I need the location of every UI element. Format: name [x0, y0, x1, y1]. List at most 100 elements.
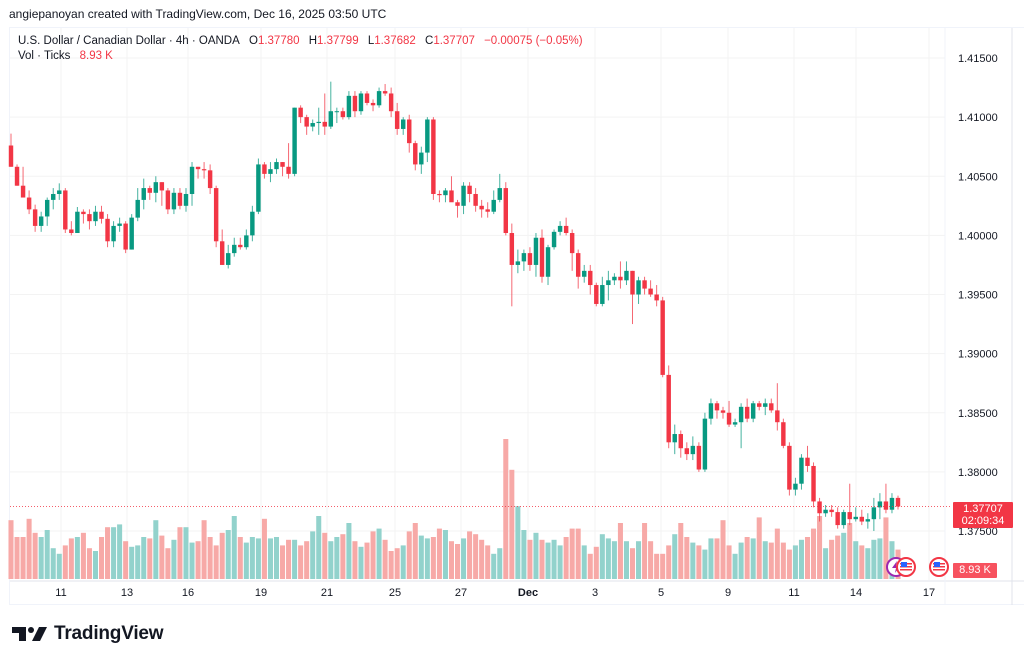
volume-bar: [92, 551, 98, 579]
change-value: −0.00075 (−0.05%): [484, 35, 583, 47]
candle-up: [889, 497, 895, 510]
us-flag-event-icon[interactable]: [896, 557, 916, 577]
candle-down: [238, 244, 243, 248]
price-axis-tick: 1.40500: [958, 171, 998, 183]
volume-bar: [159, 535, 165, 579]
candle-up: [497, 188, 502, 200]
symbol-title[interactable]: U.S. Dollar / Canadian Dollar · 4h · OAN…: [18, 35, 240, 47]
tradingview-logo[interactable]: TradingView: [12, 623, 164, 645]
volume-bar: [20, 537, 26, 579]
candle-up: [310, 123, 315, 127]
volume-bar: [835, 535, 841, 579]
volume-bar: [123, 541, 129, 579]
candle-up: [358, 93, 364, 112]
volume-bar: [841, 532, 847, 579]
volume-bar: [86, 548, 92, 579]
candle-down: [14, 166, 20, 186]
volume-bar: [636, 541, 642, 579]
candle-up: [183, 193, 189, 206]
volume-bar: [611, 541, 617, 579]
candle-down: [563, 225, 569, 234]
candle-down: [503, 188, 509, 234]
volume-bar: [623, 541, 629, 579]
tradingview-logo-icon: [12, 627, 47, 641]
candle-up: [841, 512, 846, 526]
volume-bar: [38, 537, 44, 579]
candle-down: [370, 102, 376, 106]
candle-up: [793, 483, 798, 490]
volume-bar: [352, 541, 358, 579]
volume-bar: [117, 524, 123, 579]
candle-down: [352, 95, 358, 112]
candle-down: [479, 205, 484, 210]
volume-bar: [280, 545, 286, 579]
price-axis-tick: 1.38500: [958, 408, 998, 420]
volume-bar: [756, 517, 762, 579]
us-flag-event-icon[interactable]: [929, 557, 949, 577]
candle-down: [509, 233, 515, 265]
candle-up: [316, 121, 321, 124]
volume-bar: [286, 539, 292, 579]
time-axis-tick: 16: [182, 587, 194, 599]
volume-bar: [557, 545, 563, 579]
volume-bar: [322, 532, 328, 579]
candle-up: [117, 223, 122, 226]
volume-bar: [165, 548, 171, 579]
candle-down: [642, 280, 647, 289]
candle-down: [720, 410, 726, 413]
volume-bar: [642, 523, 648, 579]
volume-bar: [370, 531, 376, 579]
volume-bar: [629, 548, 636, 579]
candle-up: [871, 507, 877, 520]
volume-bar: [503, 439, 509, 579]
volume-bar: [430, 537, 436, 579]
candle-down: [829, 509, 834, 513]
volume-bar: [678, 523, 684, 579]
candle-down: [847, 512, 852, 520]
candle-up: [515, 261, 521, 265]
volume-bar: [762, 541, 768, 579]
chart-frame[interactable]: [9, 27, 1024, 605]
candle-up: [763, 403, 768, 407]
volume-bar: [68, 538, 74, 579]
volume-bar: [189, 542, 195, 579]
candle-down: [207, 170, 213, 189]
candle-down: [165, 190, 171, 210]
candle-down: [744, 406, 750, 419]
close-label: C: [425, 35, 434, 47]
candle-up: [111, 225, 116, 242]
volume-bar: [346, 523, 352, 579]
volume-bar: [141, 537, 147, 579]
candle-down: [575, 253, 581, 277]
candle-down: [437, 193, 442, 196]
volume-bar: [473, 534, 479, 579]
candle-up: [268, 169, 273, 174]
volume-bar: [310, 531, 316, 579]
candle-up: [256, 164, 261, 212]
candle-down: [322, 121, 327, 127]
time-axis-tick: 21: [321, 587, 333, 599]
low-label: L: [367, 35, 375, 47]
candle-up: [738, 406, 744, 423]
volume-label[interactable]: Vol · Ticks: [18, 50, 71, 62]
candle-up: [334, 111, 340, 113]
candle-down: [678, 434, 683, 449]
volume-bar: [672, 534, 678, 579]
candle-down: [569, 233, 575, 254]
volume-bar: [177, 527, 183, 579]
candle-down: [262, 164, 267, 174]
volume-bar: [702, 549, 708, 579]
candle-down: [382, 91, 388, 94]
volume-badge: 8.93 K: [953, 563, 997, 578]
last-price-value: 1.37707: [963, 503, 1003, 515]
volume-bar: [726, 545, 732, 579]
price-axis-tick: 1.41500: [958, 53, 998, 65]
candle-up: [533, 237, 539, 265]
candle-up: [732, 422, 738, 425]
volume-bar: [406, 531, 412, 579]
candle-down: [654, 294, 659, 301]
candle-up: [328, 111, 334, 127]
candle-down: [594, 285, 599, 304]
candle-down: [177, 192, 183, 206]
